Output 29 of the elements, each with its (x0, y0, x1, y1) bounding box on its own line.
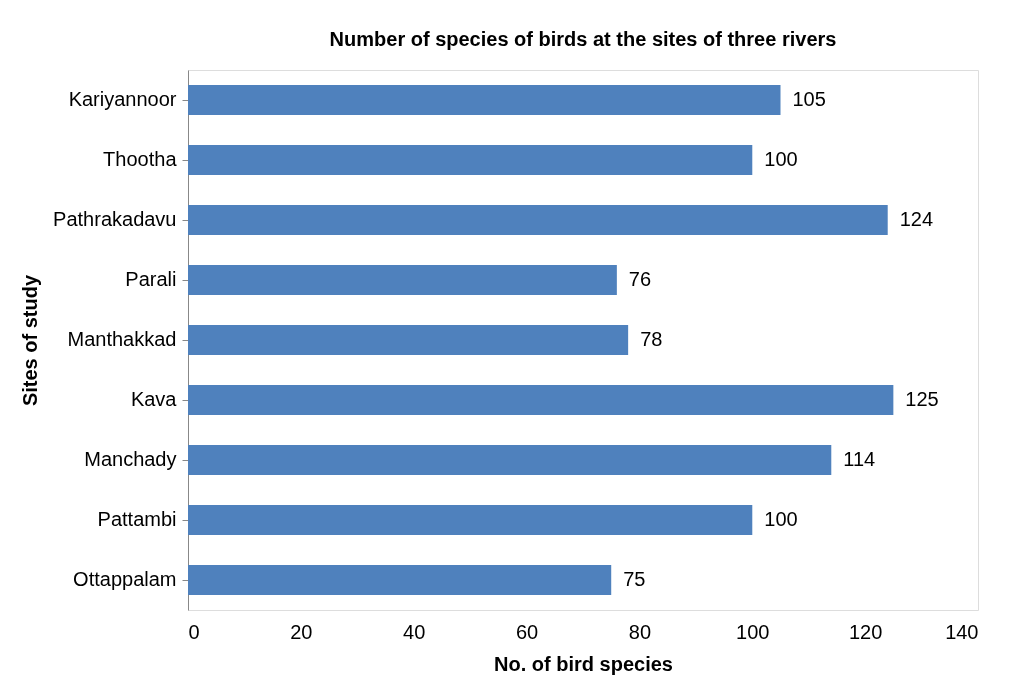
x-tick-label: 120 (848, 620, 883, 643)
x-tick-label: 0 (188, 620, 200, 643)
chart-title: Number of species of birds at the sites of three rivers (329, 28, 837, 50)
x-tick-label: 100 (736, 620, 770, 643)
x-tick-label: 60 (515, 620, 539, 643)
y-tick-label: Ottappalam (73, 568, 177, 590)
y-tick-label: Parali (125, 268, 177, 290)
y-axis-title: Sites of study (19, 274, 42, 407)
data-label: 76 (628, 268, 652, 290)
data-label: 114 (843, 448, 876, 470)
y-tick-label: Manchady (84, 448, 177, 470)
data-label: 78 (640, 328, 663, 350)
y-tick-label: Pathrakadavu (53, 208, 177, 230)
data-label: 105 (792, 88, 826, 110)
data-label: 125 (905, 388, 939, 410)
x-tick-label: 40 (403, 620, 426, 643)
y-tick-label: Pattambi (97, 508, 177, 530)
y-tick-label: Manthakkad (67, 328, 177, 350)
x-tick-label: 140 (945, 620, 979, 643)
data-label: 100 (764, 148, 798, 170)
y-tick-label: Kava (130, 388, 178, 410)
y-tick-label: Thootha (103, 148, 178, 170)
data-label: 75 (623, 568, 646, 590)
data-label: 124 (899, 208, 934, 230)
data-label: 100 (764, 508, 798, 530)
x-axis-title: No. of bird species (494, 652, 673, 675)
x-tick-label: 80 (628, 620, 652, 643)
x-tick-label: 20 (290, 620, 313, 643)
y-tick-label: Kariyannoor (68, 88, 177, 110)
